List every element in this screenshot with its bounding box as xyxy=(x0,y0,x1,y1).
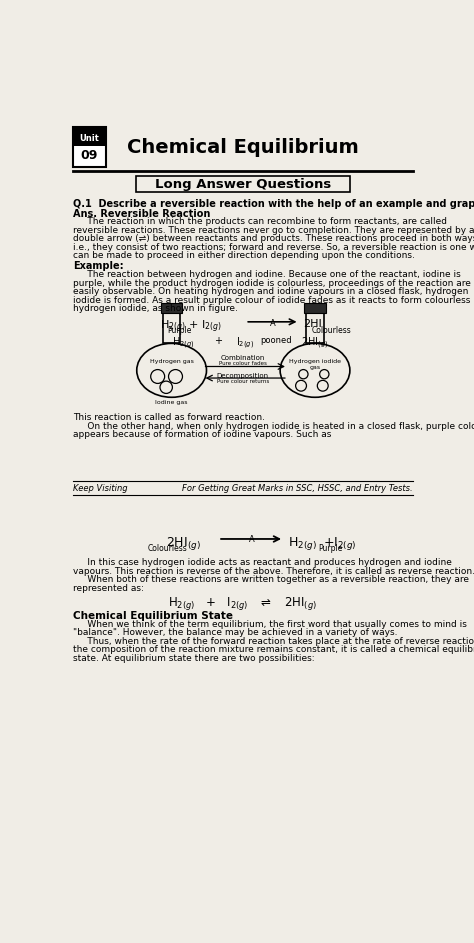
Text: Chemical Equilibrium State: Chemical Equilibrium State xyxy=(73,610,233,620)
Text: "balance". However, the balance may be achieved in a variety of ways.: "balance". However, the balance may be a… xyxy=(73,628,398,637)
Text: Purple: Purple xyxy=(319,544,343,554)
Polygon shape xyxy=(161,304,182,312)
Text: easily observable. On heating hydrogen and iodine vapours in a closed flask, hyd: easily observable. On heating hydrogen a… xyxy=(73,288,469,296)
Text: In this case hydrogen iodide acts as reactant and produces hydrogen and iodine: In this case hydrogen iodide acts as rea… xyxy=(73,558,452,568)
Text: This reaction is called as forward reaction.: This reaction is called as forward react… xyxy=(73,413,265,422)
Text: Ans. Reversible Reaction: Ans. Reversible Reaction xyxy=(73,208,210,219)
Text: For Getting Great Marks in SSC, HSSC, and Entry Tests.: For Getting Great Marks in SSC, HSSC, an… xyxy=(182,485,413,493)
Text: I$_{2(g)}$: I$_{2(g)}$ xyxy=(236,336,255,351)
Text: 2HI$_{(g)}$: 2HI$_{(g)}$ xyxy=(301,336,329,351)
Text: +: + xyxy=(214,336,222,346)
Text: Purple: Purple xyxy=(167,326,191,336)
Text: hydrogen iodide, as shown in figure.: hydrogen iodide, as shown in figure. xyxy=(73,305,238,313)
Text: reversible reactions. These reactions never go to completion. They are represent: reversible reactions. These reactions ne… xyxy=(73,225,474,235)
Text: i.e., they consist of two reactions; forward and reverse. So, a reversible react: i.e., they consist of two reactions; for… xyxy=(73,242,474,252)
Text: double arrow (⇌) between reactants and products. These reactions proceed in both: double arrow (⇌) between reactants and p… xyxy=(73,234,474,243)
FancyBboxPatch shape xyxy=(136,175,350,192)
Text: 09: 09 xyxy=(81,149,98,161)
Text: On the other hand, when only hydrogen iodide is heated in a closed flask, purple: On the other hand, when only hydrogen io… xyxy=(73,422,474,431)
Text: Pure colour fades: Pure colour fades xyxy=(219,361,267,366)
Text: +I$_{2(g)}$: +I$_{2(g)}$ xyxy=(323,535,356,552)
Text: A: A xyxy=(248,535,255,544)
Text: Colourless: Colourless xyxy=(148,544,188,554)
Text: The reaction between hydrogen and iodine. Because one of the reactant, iodine is: The reaction between hydrogen and iodine… xyxy=(73,271,461,279)
Text: purple, while the product hydrogen iodide is colourless, proceedings of the reac: purple, while the product hydrogen iodid… xyxy=(73,279,471,288)
FancyBboxPatch shape xyxy=(73,127,106,167)
Text: represented as:: represented as: xyxy=(73,584,144,592)
Text: 2HI$_{(g)}$: 2HI$_{(g)}$ xyxy=(166,535,201,552)
Text: appears because of formation of iodine vapours. Such as: appears because of formation of iodine v… xyxy=(73,430,332,439)
Polygon shape xyxy=(304,304,326,312)
Text: Chemical Equilibrium: Chemical Equilibrium xyxy=(127,138,359,157)
Text: H$_{2(g)}$: H$_{2(g)}$ xyxy=(172,336,195,351)
Text: Unit: Unit xyxy=(80,134,100,143)
Text: The reaction in which the products can recombine to form reactants, are called: The reaction in which the products can r… xyxy=(73,217,447,226)
Text: When both of these reactions are written together as a reversible reaction, they: When both of these reactions are written… xyxy=(73,575,469,584)
Text: Combination: Combination xyxy=(221,355,265,361)
Text: H$_{2(g)}$ + I$_{2(g)}$: H$_{2(g)}$ + I$_{2(g)}$ xyxy=(160,319,222,335)
Text: vapours. This reaction is reverse of the above. Therefore, it is called as rever: vapours. This reaction is reverse of the… xyxy=(73,567,474,575)
Text: state. At equilibrium state there are two possibilities:: state. At equilibrium state there are tw… xyxy=(73,653,315,663)
Text: H$_{2(g)}$: H$_{2(g)}$ xyxy=(288,535,317,552)
Text: When we think of the term equilibrium, the first word that usually comes to mind: When we think of the term equilibrium, t… xyxy=(73,620,467,629)
Text: H$_{2(g)}$   +   I$_{2(g)}$   $\rightleftharpoons$   2HI$_{(g)}$: H$_{2(g)}$ + I$_{2(g)}$ $\rightleftharpo… xyxy=(168,595,318,612)
Text: Example:: Example: xyxy=(73,261,124,271)
FancyBboxPatch shape xyxy=(73,127,106,146)
Text: Hydrogen iodide
gas: Hydrogen iodide gas xyxy=(289,358,341,370)
Text: pooned: pooned xyxy=(260,336,292,345)
Text: 2HI: 2HI xyxy=(303,319,322,329)
Text: Keep Visiting: Keep Visiting xyxy=(73,485,128,493)
Text: Long Answer Questions: Long Answer Questions xyxy=(155,178,331,190)
Text: Hydrogen gas: Hydrogen gas xyxy=(150,358,193,364)
Text: iodide is formed. As a result purple colour of iodide fades as it reacts to form: iodide is formed. As a result purple col… xyxy=(73,296,471,305)
Text: can be made to proceed in either direction depending upon the conditions.: can be made to proceed in either directi… xyxy=(73,251,415,260)
Text: Thus, when the rate of the forward reaction takes place at the rate of reverse r: Thus, when the rate of the forward react… xyxy=(73,637,474,646)
Text: Decomposition: Decomposition xyxy=(217,372,269,379)
Text: Q.1  Describe a reversible reaction with the help of an example and graph.: Q.1 Describe a reversible reaction with … xyxy=(73,199,474,209)
Text: the composition of the reaction mixture remains constant, it is called a chemica: the composition of the reaction mixture … xyxy=(73,645,474,654)
Text: Pure colour returns: Pure colour returns xyxy=(217,379,269,384)
Text: Colourless: Colourless xyxy=(311,326,351,336)
Text: A: A xyxy=(270,319,275,328)
Text: Iodine gas: Iodine gas xyxy=(155,400,188,405)
